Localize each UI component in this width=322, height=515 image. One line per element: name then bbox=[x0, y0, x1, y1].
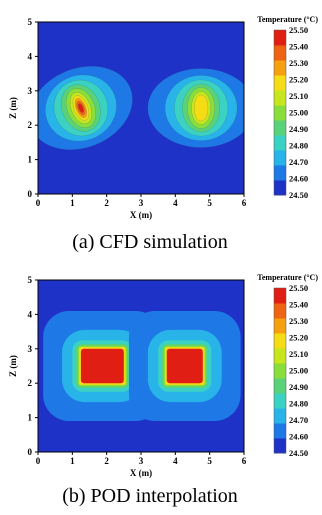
colorbar-tick-label: 25.40 bbox=[289, 300, 308, 310]
x-tick-label: 1 bbox=[70, 198, 75, 208]
y-tick-label: 4 bbox=[28, 51, 33, 61]
colorbar-segment bbox=[274, 363, 286, 379]
temperature-field bbox=[43, 310, 241, 422]
colorbar-segment bbox=[274, 135, 286, 151]
colorbar-segment bbox=[274, 45, 286, 61]
colorbar-segment bbox=[274, 408, 286, 424]
colorbar-tick-label: 24.50 bbox=[289, 448, 308, 458]
colorbar-segment bbox=[274, 348, 286, 364]
colorbar-tick-label: 25.10 bbox=[289, 349, 308, 359]
colorbar-title: Temperature (°C) bbox=[257, 273, 318, 282]
colorbar-segment bbox=[274, 60, 286, 76]
colorbar-segment bbox=[274, 180, 286, 196]
y-tick-label: 2 bbox=[28, 120, 33, 130]
caption-pod: (b) POD interpolation bbox=[62, 485, 238, 507]
x-tick-label: 4 bbox=[173, 198, 178, 208]
y-axis-label: Z (m) bbox=[8, 355, 18, 377]
colorbar-segment bbox=[274, 165, 286, 181]
y-tick-label: 5 bbox=[28, 17, 33, 27]
colorbar-tick-label: 25.10 bbox=[289, 91, 308, 101]
colorbar-segment bbox=[274, 288, 286, 304]
colorbar-tick-label: 24.90 bbox=[289, 124, 308, 134]
colorbar-tick-label: 25.50 bbox=[289, 283, 308, 293]
colorbar-tick-label: 24.60 bbox=[289, 174, 308, 184]
caption-cfd: (a) CFD simulation bbox=[72, 231, 228, 253]
colorbar-tick-label: 25.20 bbox=[289, 75, 308, 85]
y-tick-label: 2 bbox=[28, 378, 33, 388]
y-tick-label: 3 bbox=[28, 344, 33, 354]
colorbar-segment bbox=[274, 333, 286, 349]
hotspot-contour bbox=[78, 103, 84, 113]
colorbar-segment bbox=[274, 423, 286, 439]
y-tick-label: 0 bbox=[28, 447, 33, 457]
y-tick-label: 5 bbox=[28, 275, 33, 285]
x-tick-label: 6 bbox=[242, 456, 247, 466]
colorbar-title: Temperature (°C) bbox=[257, 15, 318, 24]
x-axis-label: X (m) bbox=[130, 468, 152, 478]
y-axis-label: Z (m) bbox=[8, 97, 18, 119]
colorbar-tick-label: 25.30 bbox=[289, 316, 308, 326]
x-tick-label: 4 bbox=[173, 456, 178, 466]
colorbar-frame bbox=[273, 29, 287, 196]
colorbar-tick-label: 24.60 bbox=[289, 432, 308, 442]
colorbar-tick-label: 24.70 bbox=[289, 415, 308, 425]
hotspot-contour bbox=[194, 94, 209, 122]
x-axis-label: X (m) bbox=[130, 210, 152, 220]
colorbar-tick-label: 24.50 bbox=[289, 190, 308, 200]
colorbar-tick-label: 25.50 bbox=[289, 25, 308, 35]
colorbar-tick-label: 25.00 bbox=[289, 108, 308, 118]
colorbar-segment bbox=[274, 75, 286, 91]
colorbar-tick-label: 25.40 bbox=[289, 42, 308, 52]
colorbar-segment bbox=[274, 303, 286, 319]
colorbar-segment bbox=[274, 105, 286, 121]
colorbar-segment bbox=[274, 393, 286, 409]
x-tick-label: 2 bbox=[104, 456, 109, 466]
y-tick-label: 1 bbox=[28, 155, 33, 165]
colorbar-tick-label: 24.90 bbox=[289, 382, 308, 392]
colorbar-tick-label: 25.20 bbox=[289, 333, 308, 343]
x-tick-label: 0 bbox=[36, 198, 41, 208]
x-tick-label: 3 bbox=[139, 198, 144, 208]
x-tick-label: 3 bbox=[139, 456, 144, 466]
y-tick-label: 3 bbox=[28, 86, 33, 96]
x-tick-label: 5 bbox=[207, 198, 212, 208]
y-tick-label: 4 bbox=[28, 309, 33, 319]
x-tick-label: 2 bbox=[104, 198, 109, 208]
colorbar-segment bbox=[274, 120, 286, 136]
y-tick-label: 0 bbox=[28, 189, 33, 199]
colorbar-segment bbox=[274, 150, 286, 166]
colorbar-segment bbox=[274, 378, 286, 394]
colorbar-frame bbox=[273, 287, 287, 454]
y-tick-label: 1 bbox=[28, 413, 33, 423]
colorbar-tick-label: 24.70 bbox=[289, 157, 308, 167]
hot-region bbox=[166, 348, 203, 384]
colorbar-segment bbox=[274, 438, 286, 454]
colorbar-tick-label: 24.80 bbox=[289, 399, 308, 409]
x-tick-label: 6 bbox=[242, 198, 247, 208]
x-tick-label: 0 bbox=[36, 456, 41, 466]
colorbar-tick-label: 25.30 bbox=[289, 58, 308, 68]
hot-region bbox=[80, 348, 124, 384]
colorbar-tick-label: 25.00 bbox=[289, 366, 308, 376]
colorbar-segment bbox=[274, 30, 286, 46]
colorbar-segment bbox=[274, 318, 286, 334]
x-tick-label: 5 bbox=[207, 456, 212, 466]
colorbar-tick-label: 24.80 bbox=[289, 141, 308, 151]
colorbar-segment bbox=[274, 90, 286, 106]
x-tick-label: 1 bbox=[70, 456, 75, 466]
temperature-field bbox=[38, 66, 244, 150]
